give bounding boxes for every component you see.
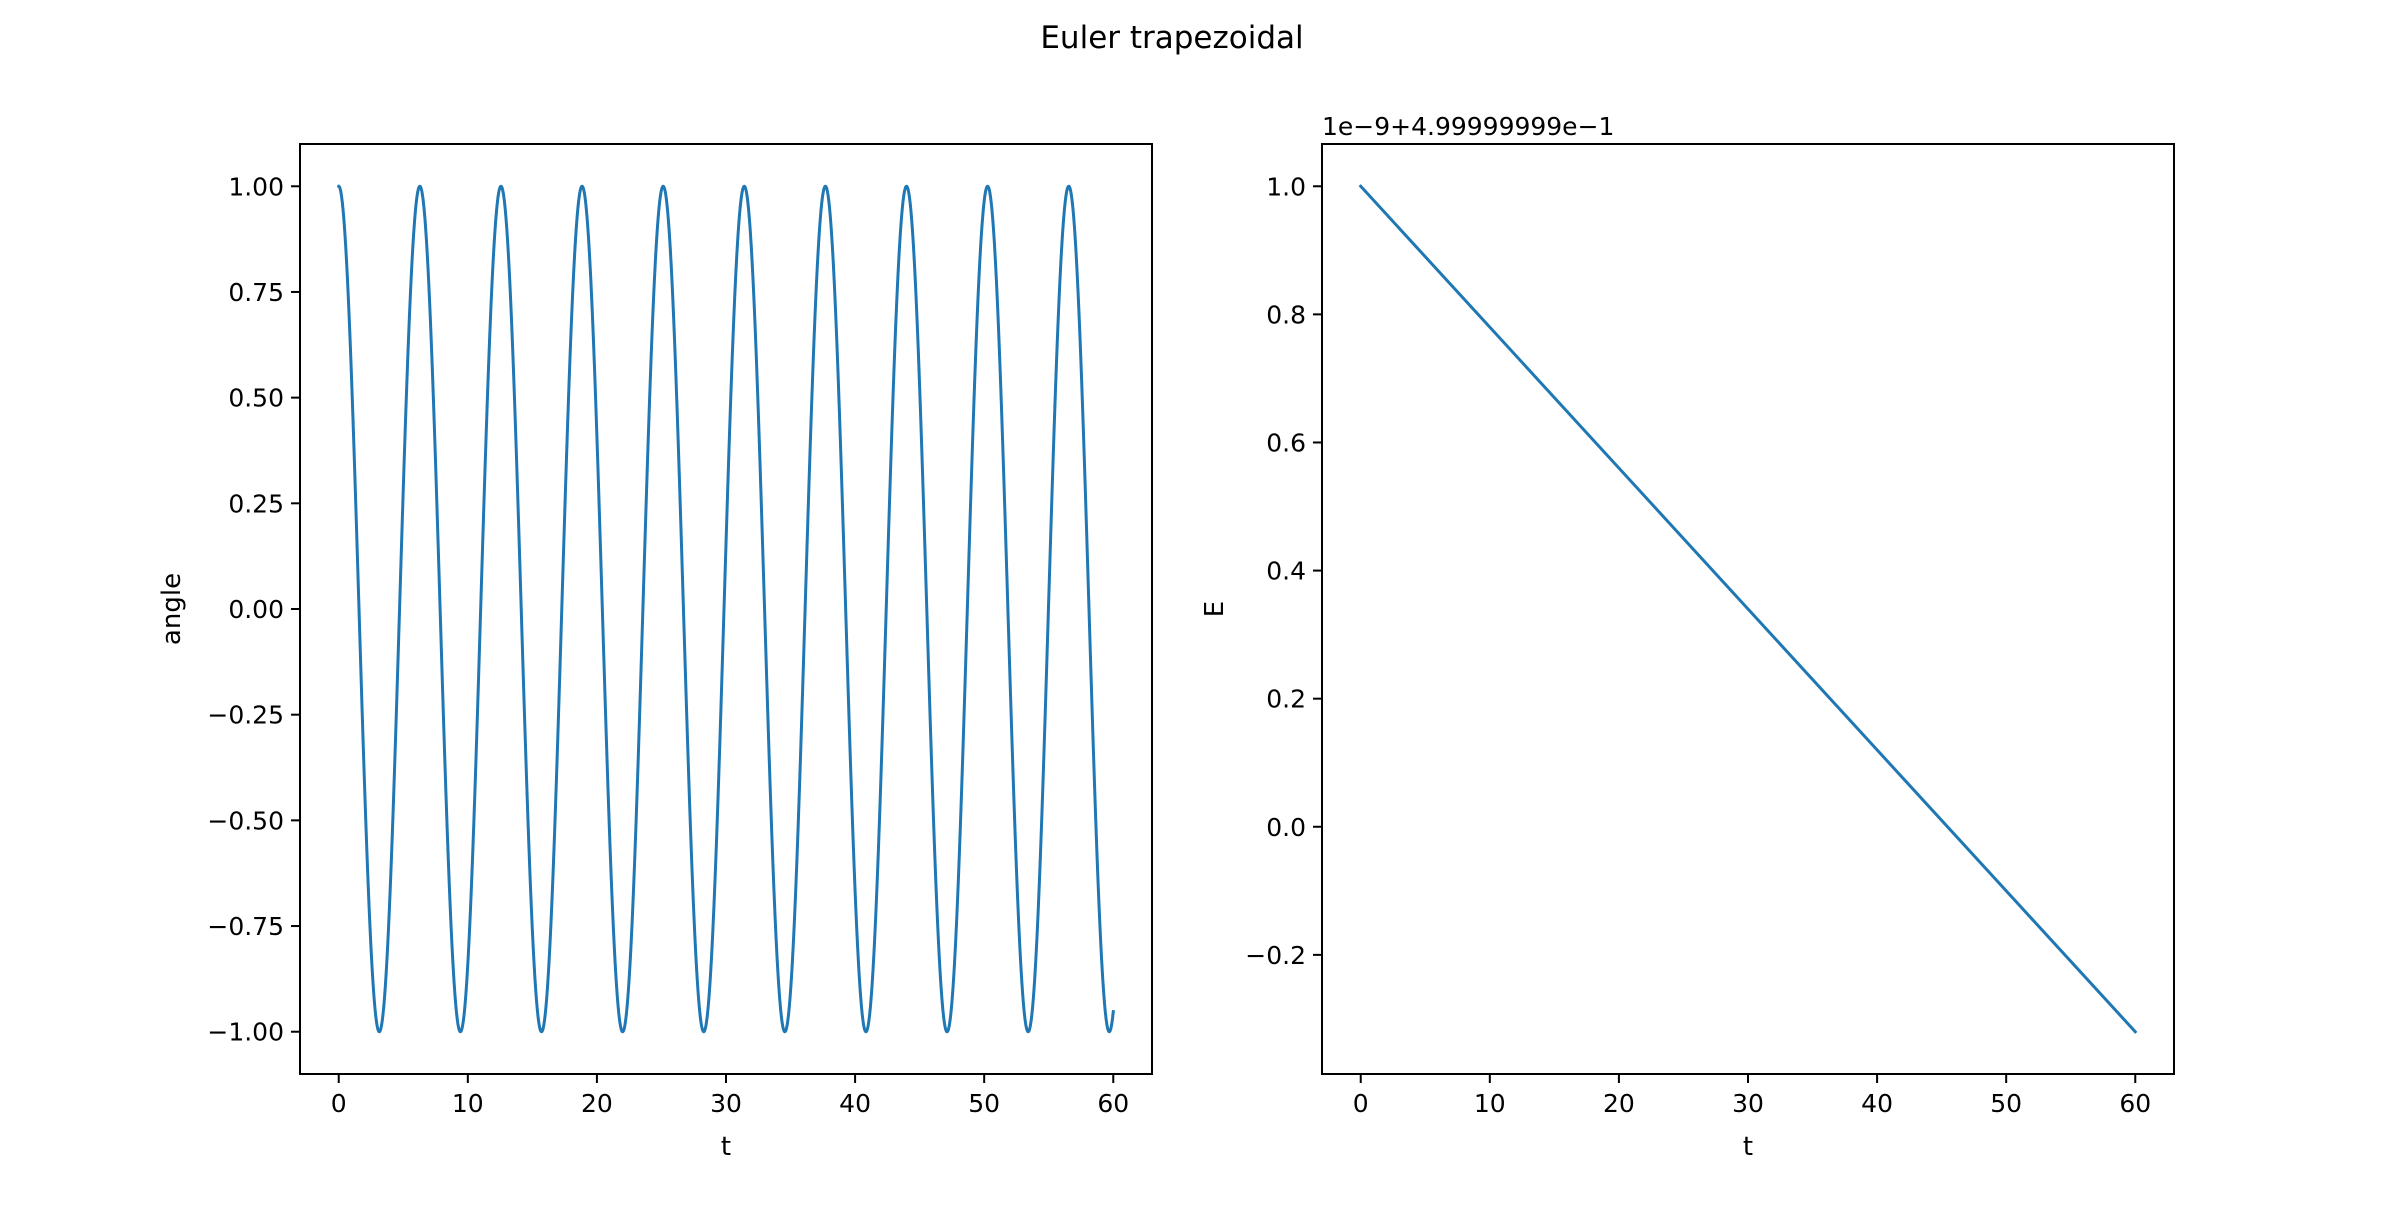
angle-plot-x-tick-label: 20 <box>581 1089 613 1118</box>
energy-plot-x-tick-label: 0 <box>1353 1089 1369 1118</box>
angle-plot-x-tick-label: 30 <box>710 1089 742 1118</box>
energy-plot-ylabel: E <box>1200 601 1230 617</box>
angle-plot-series-angle <box>336 184 1115 1034</box>
angle-plot: 0 10 20 30 40 50 60 1.00 0.75 0.50 0.25 0.00 −0.25 −… <box>157 143 1153 1162</box>
energy-plot-x-tick-label: 30 <box>1732 1089 1764 1118</box>
angle-plot-lines <box>336 184 1115 1034</box>
energy-plot-x-tick-label: 10 <box>1474 1089 1506 1118</box>
angle-plot-x-tick-label: 60 <box>1097 1089 1129 1118</box>
angle-plot-x-ticks: 0 10 20 30 40 50 60 <box>331 1074 1129 1118</box>
energy-plot-lines <box>1358 184 2138 1034</box>
angle-plot-y-tick-label: −1.00 <box>207 1018 284 1047</box>
angle-plot-x-tick-label: 50 <box>968 1089 1000 1118</box>
energy-plot-x-ticks: 0 10 20 30 40 50 60 <box>1353 1074 2151 1118</box>
angle-plot-y-tick-label: −0.25 <box>207 701 284 730</box>
angle-plot-x-tick-label: 10 <box>452 1089 484 1118</box>
energy-plot-x-tick-label: 20 <box>1603 1089 1635 1118</box>
energy-plot-series-E <box>1358 184 2138 1034</box>
angle-plot-y-tick-label: 1.00 <box>228 172 284 201</box>
angle-plot-x-tick-label: 0 <box>331 1089 347 1118</box>
energy-plot-y-tick-label: 0.2 <box>1266 685 1306 714</box>
angle-plot-ylabel: angle <box>157 573 187 645</box>
energy-plot-y-tick-label: 0.8 <box>1266 300 1306 329</box>
energy-plot-xlabel: t <box>1743 1132 1753 1162</box>
energy-plot-y-tick-label: 0.0 <box>1266 813 1306 842</box>
angle-plot-y-tick-label: 0.00 <box>228 595 284 624</box>
energy-plot-y-tick-label: −0.2 <box>1245 941 1306 970</box>
angle-plot-y-tick-label: −0.75 <box>207 912 284 941</box>
energy-plot-y-tick-label: 0.4 <box>1266 557 1306 586</box>
energy-plot-x-tick-label: 40 <box>1861 1089 1893 1118</box>
energy-plot-x-tick-label: 60 <box>2119 1089 2151 1118</box>
energy-plot-offset-text: 1e−9+4.99999999e−1 <box>1322 112 1614 141</box>
angle-plot-y-tick-label: 0.50 <box>228 384 284 413</box>
angle-plot-xlabel: t <box>721 1132 731 1162</box>
angle-plot-y-tick-label: −0.50 <box>207 806 284 835</box>
figure-title: Euler trapezoidal <box>1040 20 1303 56</box>
energy-plot-y-ticks: 1.0 0.8 0.6 0.4 0.2 0.0 −0.2 <box>1245 172 1322 970</box>
angle-plot-x-tick-label: 40 <box>839 1089 871 1118</box>
angle-plot-y-tick-label: 0.75 <box>228 278 284 307</box>
energy-plot-x-tick-label: 50 <box>1990 1089 2022 1118</box>
energy-plot: 0 10 20 30 40 50 60 1.0 0.8 0.6 0.4 0.2 0.0 −0.2 t E… <box>1200 112 2175 1162</box>
energy-plot-y-tick-label: 1.0 <box>1266 172 1306 201</box>
energy-plot-y-tick-label: 0.6 <box>1266 428 1306 457</box>
angle-plot-y-tick-label: 0.25 <box>228 489 284 518</box>
angle-plot-y-ticks: 1.00 0.75 0.50 0.25 0.00 −0.25 −0.50 −0.75 −1.00 <box>207 172 300 1047</box>
